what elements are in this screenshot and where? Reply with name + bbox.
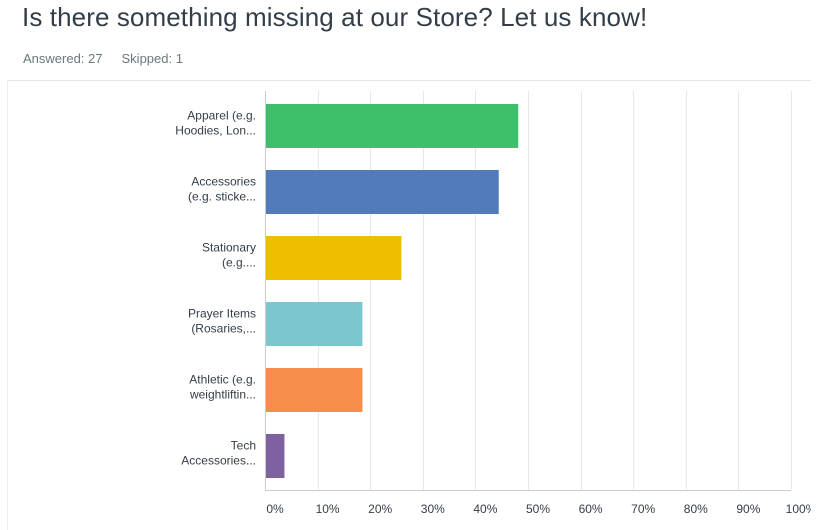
skipped-count: Skipped: 1 <box>122 51 183 66</box>
x-tick-label: 90% <box>736 502 760 516</box>
answered-count: Answered: 27 <box>23 51 103 66</box>
bar <box>265 434 285 478</box>
x-tick-label: 50% <box>526 502 550 516</box>
skipped-label: Skipped: <box>121 51 173 66</box>
x-tick-label: 70% <box>631 502 655 516</box>
x-tick-label: 30% <box>421 502 445 516</box>
x-tick-label: 10% <box>316 502 340 516</box>
category-label: Stationary (e.g.... <box>202 241 256 270</box>
category-label: Prayer Items (Rosaries,... <box>188 307 256 336</box>
x-tick-label: 20% <box>368 502 392 516</box>
x-tick-label: 100% <box>786 502 811 516</box>
bar <box>265 170 499 214</box>
x-tick-label: 0% <box>266 502 284 516</box>
x-tick-label: 40% <box>473 502 497 516</box>
question-title: Is there something missing at our Store?… <box>22 2 648 32</box>
bar <box>265 302 363 346</box>
bar <box>265 104 519 148</box>
category-label: Accessories (e.g. sticke... <box>188 175 256 204</box>
bar <box>265 368 363 412</box>
answered-value: 27 <box>88 51 103 66</box>
bar-chart: Apparel (e.g. Hoodies, Lon... Accessories(… <box>175 91 811 516</box>
chart-card: Apparel (e.g. Hoodies, Lon... Accessories(… <box>7 80 811 530</box>
category-label: Athletic (e.g. weightliftin... <box>189 373 256 402</box>
x-tick-label: 60% <box>579 502 603 516</box>
x-tick-label: 80% <box>684 502 708 516</box>
category-label: Tech Accessories... <box>181 439 256 468</box>
category-label: Apparel (e.g. Hoodies, Lon... <box>175 109 256 138</box>
skipped-value: 1 <box>175 51 183 66</box>
response-stats: Answered: 27 Skipped: 1 <box>23 51 183 66</box>
answered-label: Answered: <box>23 51 85 66</box>
bar <box>265 236 402 280</box>
